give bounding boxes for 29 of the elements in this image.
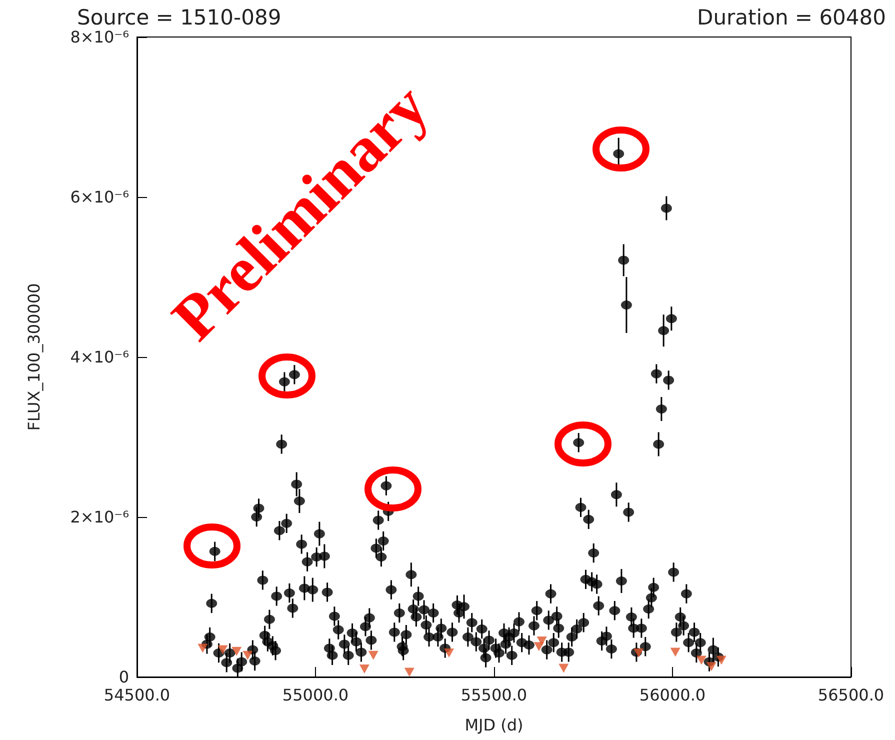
point bbox=[444, 648, 454, 658]
point bbox=[404, 668, 414, 677]
x-tick-label: 56500.0 bbox=[818, 686, 884, 704]
x-axis-title: MJD (d) bbox=[464, 716, 524, 734]
point bbox=[368, 650, 378, 660]
point bbox=[232, 646, 242, 656]
point bbox=[634, 648, 644, 658]
point bbox=[536, 636, 547, 646]
y-tick-label: 2×10⁻⁶ bbox=[70, 508, 129, 526]
point bbox=[218, 645, 228, 654]
x-tick-label: 56000.0 bbox=[639, 686, 706, 704]
y-tick-label: 6×10⁻⁶ bbox=[70, 188, 129, 206]
chart-title: Source = 1510-089 bbox=[77, 6, 282, 30]
point bbox=[706, 662, 716, 672]
y-axis-title: FLUX_100_300000 bbox=[24, 283, 44, 431]
chart-subtitle: Duration = 60480 bbox=[697, 6, 886, 30]
point bbox=[696, 656, 706, 665]
point bbox=[359, 664, 370, 674]
y-tick-label: 8×10⁻⁶ bbox=[70, 28, 129, 46]
x-tick-label: 54500.0 bbox=[104, 686, 170, 704]
x-tick-label: 55000.0 bbox=[282, 686, 349, 704]
point bbox=[558, 664, 569, 673]
point bbox=[242, 650, 253, 660]
y-tick-label: 0 bbox=[118, 668, 129, 686]
point bbox=[198, 644, 208, 653]
y-tick-label: 4×10⁻⁶ bbox=[70, 348, 129, 366]
point bbox=[670, 648, 680, 657]
x-tick-label: 55500.0 bbox=[460, 686, 528, 704]
point bbox=[716, 656, 726, 665]
